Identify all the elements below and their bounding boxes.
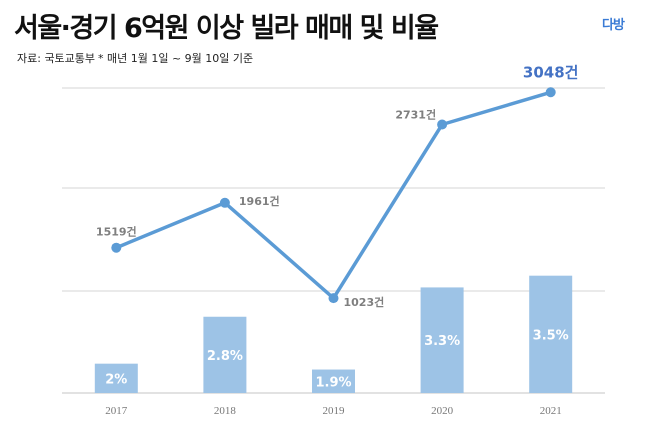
- bar-2021: [529, 275, 573, 393]
- x-tick-2017: 2017: [105, 405, 128, 417]
- bar-label-2020: 3.3%: [424, 334, 460, 349]
- line-label-2018: 1961건: [239, 194, 280, 208]
- x-tick-2021: 2021: [540, 405, 562, 417]
- line-label-2021: 3048건: [523, 63, 579, 81]
- brand-logo: 다방: [602, 18, 625, 33]
- line-label-2019: 1023건: [344, 295, 385, 309]
- line-point-2020: [437, 119, 448, 130]
- line-point-2019: [328, 293, 339, 304]
- line-label-2020: 2731건: [395, 107, 436, 121]
- bar-label-2018: 2.8%: [207, 349, 243, 364]
- bar-label-2017: 2%: [105, 372, 127, 387]
- line-point-2021: [545, 87, 556, 98]
- chart-title: 서울·경기 6억원 이상 빌라 매매 및 비율: [14, 13, 439, 44]
- bar-label-2021: 3.5%: [533, 328, 569, 343]
- line-point-2017: [111, 242, 122, 253]
- bar-2018: [203, 316, 247, 393]
- line-series: [115, 90, 552, 300]
- x-tick-2019: 2019: [323, 405, 346, 417]
- line-label-2017: 1519건: [96, 225, 137, 239]
- line-point-2018: [219, 197, 230, 208]
- x-tick-2020: 2020: [431, 405, 454, 417]
- x-tick-2018: 2018: [214, 405, 237, 417]
- bar-2020: [420, 287, 464, 393]
- bar-2017: [94, 363, 138, 393]
- source-note: 자료: 국토교통부: [17, 52, 96, 65]
- bar-2019: [312, 369, 355, 393]
- period-note: * 매년 1월 1일 ~ 9월 10일 기준: [98, 52, 254, 65]
- bar-label-2019: 1.9%: [315, 375, 351, 390]
